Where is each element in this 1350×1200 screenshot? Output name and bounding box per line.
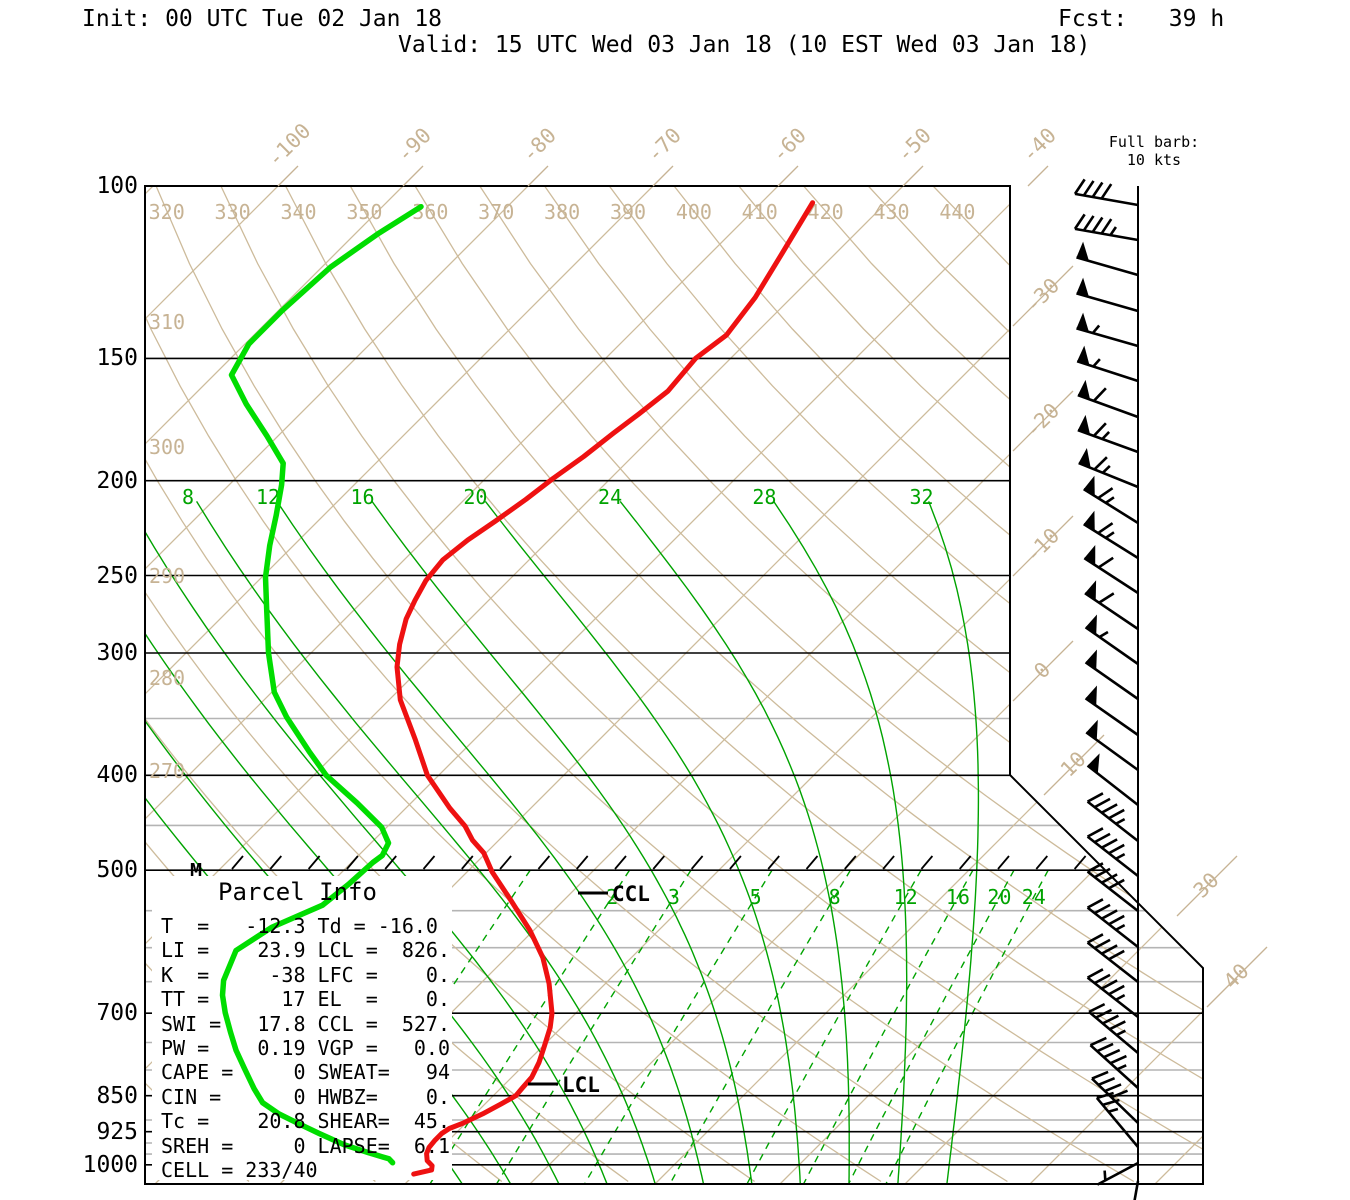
parcel-info-row: SWI = 17.8 CCL = 527.	[161, 1011, 450, 1036]
pressure-axis-label: 850	[96, 1082, 138, 1109]
svg-text:440: 440	[939, 200, 975, 224]
temperature-trace	[394, 200, 816, 1177]
pressure-axis-label: 500	[96, 857, 138, 884]
svg-text:410: 410	[742, 200, 778, 224]
parcel-info-row: CELL = 233/40	[161, 1158, 318, 1183]
pressure-axis-label: 100	[96, 173, 138, 199]
svg-text:24: 24	[598, 485, 622, 509]
svg-text:370: 370	[478, 200, 514, 224]
init-time-label: Init: 00 UTC Tue 02 Jan 18	[82, 6, 443, 32]
svg-text:2: 2	[606, 885, 618, 909]
svg-text:30: 30	[1189, 868, 1224, 903]
svg-text:400: 400	[676, 200, 712, 224]
parcel-info-title: Parcel Info	[218, 878, 377, 906]
svg-text:-10: -10	[1020, 523, 1064, 567]
pressure-axis-label: 700	[96, 1000, 138, 1027]
barb-legend-line2: 10 kts	[1126, 151, 1182, 169]
svg-text:390: 390	[610, 200, 646, 224]
svg-text:-20: -20	[1020, 398, 1064, 442]
svg-text:20: 20	[987, 885, 1011, 909]
svg-text:320: 320	[149, 200, 185, 224]
pressure-axis-label: 250	[96, 562, 138, 589]
svg-text:CCL: CCL	[612, 882, 650, 906]
svg-text:20: 20	[463, 485, 487, 509]
svg-text:16: 16	[946, 885, 970, 909]
svg-text:-30: -30	[1020, 273, 1064, 317]
svg-text:330: 330	[215, 200, 251, 224]
parcel-info-row: SREH = 0 LAPSE= 6.1	[161, 1133, 450, 1158]
svg-text:340: 340	[280, 200, 316, 224]
svg-text:3: 3	[668, 885, 680, 909]
svg-text:300: 300	[149, 435, 185, 459]
pressure-axis-label: 200	[96, 467, 138, 494]
svg-text:-70: -70	[642, 123, 686, 167]
pressure-axis-label: 300	[96, 640, 138, 667]
svg-text:290: 290	[149, 564, 185, 588]
barb-legend-line1: Full barb:	[1108, 133, 1200, 151]
svg-text:380: 380	[544, 200, 580, 224]
svg-text:24: 24	[1022, 885, 1046, 909]
svg-text:LCL: LCL	[562, 1073, 600, 1097]
parcel-info-row: PW = 0.19 VGP = 0.0	[161, 1036, 450, 1061]
svg-text:-100: -100	[263, 119, 316, 172]
forecast-hour-label: Fcst: 39 h	[1058, 6, 1225, 32]
svg-text:40: 40	[1219, 959, 1254, 994]
svg-text:310: 310	[149, 310, 185, 334]
parcel-info-row: K = -38 LFC = 0.	[161, 962, 450, 987]
pressure-axis-label: 400	[96, 762, 138, 789]
pressure-axis-label: 150	[96, 345, 138, 372]
svg-text:32: 32	[909, 485, 933, 509]
svg-text:28: 28	[752, 485, 776, 509]
svg-text:-60: -60	[767, 123, 811, 167]
svg-text:360: 360	[412, 200, 448, 224]
svg-text:16: 16	[350, 485, 374, 509]
svg-text:8: 8	[182, 485, 194, 509]
svg-text:10: 10	[1056, 747, 1091, 782]
valid-time-label: Valid: 15 UTC Wed 03 Jan 18 (10 EST Wed …	[398, 32, 1091, 58]
dewpoint-trace	[219, 203, 424, 1166]
svg-text:270: 270	[149, 759, 185, 783]
svg-text:-40: -40	[1017, 123, 1061, 167]
svg-text:-90: -90	[392, 123, 436, 167]
parcel-info-table: T = -12.3 Td = -16.0 LI = 23.9 LCL = 826.…	[161, 914, 450, 1182]
pressure-axis-label: 1000	[82, 1151, 138, 1178]
svg-text:12: 12	[894, 885, 918, 909]
parcel-info-row: CAPE = 0 SWEAT= 94	[161, 1060, 450, 1085]
svg-text:-50: -50	[892, 123, 936, 167]
pressure-axis-label: 925	[96, 1118, 138, 1145]
svg-text:0: 0	[1029, 657, 1055, 683]
parcel-info-row: T = -12.3 Td = -16.0	[161, 914, 438, 938]
parcel-info-row: LI = 23.9 LCL = 826.	[161, 938, 450, 963]
parcel-info-row: TT = 17 EL = 0.	[161, 987, 450, 1012]
svg-text:5: 5	[750, 885, 762, 909]
svg-text:350: 350	[346, 200, 382, 224]
svg-text:280: 280	[149, 666, 185, 690]
parcel-info-row: CIN = 0 HWBZ= 0.	[161, 1084, 450, 1109]
parcel-info-row: Tc = 20.8 SHEAR= 45.	[161, 1109, 450, 1134]
svg-text:-80: -80	[517, 123, 561, 167]
svg-text:8: 8	[829, 885, 841, 909]
svg-text:430: 430	[873, 200, 909, 224]
